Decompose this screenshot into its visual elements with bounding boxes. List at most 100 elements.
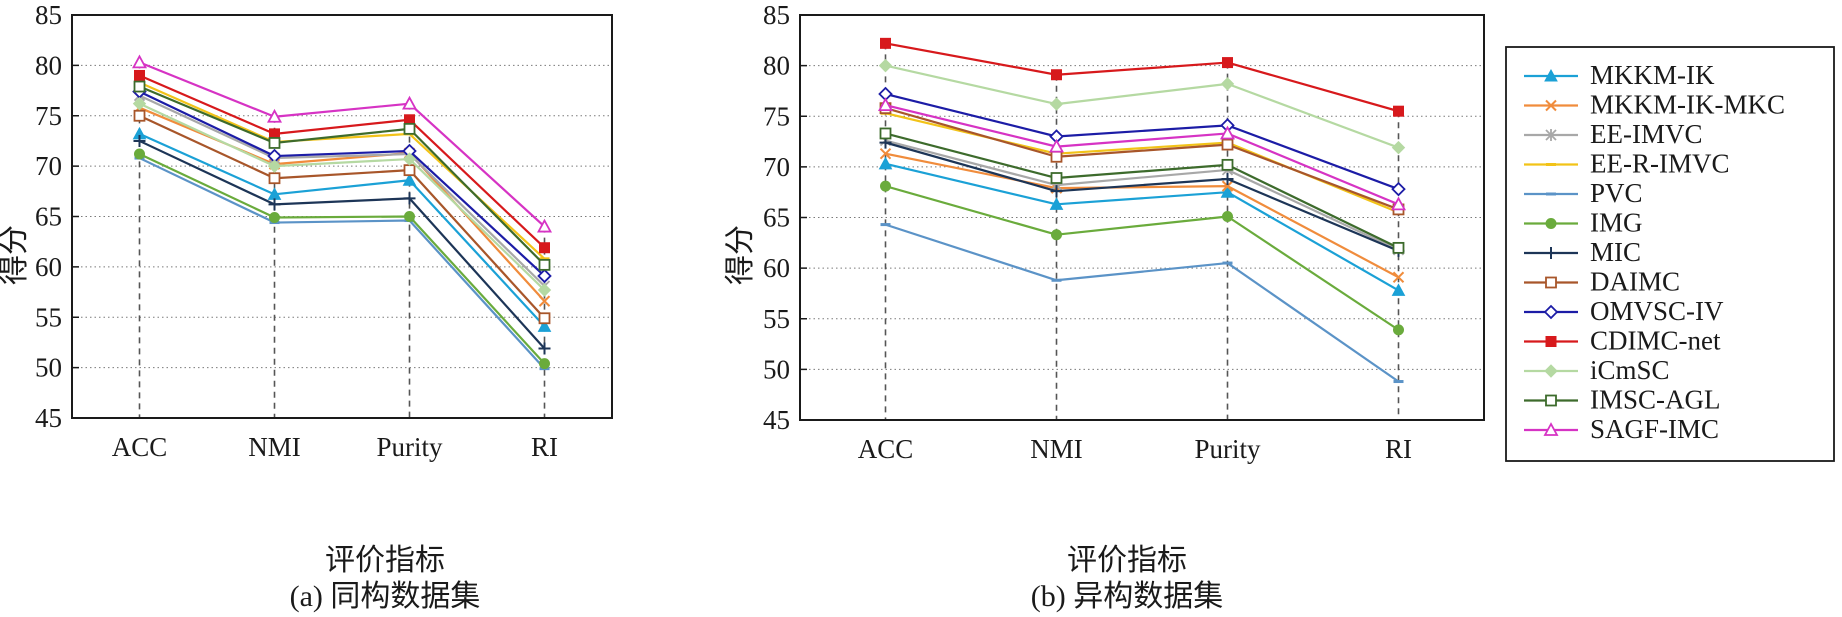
panel-a-ytick-label: 60: [35, 252, 62, 282]
legend-item-imsc-agl: IMSC-AGL: [1524, 385, 1721, 415]
legend-swatch-marker: [1543, 422, 1559, 436]
legend-label: EE-IMVC: [1590, 119, 1702, 149]
panel-a-point-imsc-agl-nmi: [268, 137, 281, 149]
legend-swatch-marker: [1545, 247, 1557, 259]
panel-a-point-ee-r-imvc-ri: [539, 257, 550, 261]
legend-item-ee-r-imvc: EE-R-IMVC: [1524, 149, 1729, 179]
legend-swatch-marker: [1543, 304, 1559, 320]
panel-a-point-mkkm-ik-mkc-ri: [538, 295, 551, 307]
panel-b-point-cdimc-net-ri: [1393, 105, 1404, 117]
panel-a-ytick-label: 75: [35, 101, 62, 131]
legend-label: EE-R-IMVC: [1590, 149, 1729, 179]
panel-a-ytick-label: 55: [35, 302, 62, 332]
panel-b-point-cdimc-net-acc: [880, 37, 891, 49]
panel-a-point-icmsc-acc: [132, 96, 147, 111]
legend-label: MKKM-IK: [1590, 60, 1715, 90]
legend-label: IMG: [1590, 208, 1643, 238]
legend: MKKM-IKMKKM-IK-MKCEE-IMVCEE-R-IMVCPVCIMG…: [1505, 46, 1835, 462]
panel-a-point-icmsc-nmi: [267, 159, 282, 173]
panel-a-line-mkkm-ik: [139, 132, 546, 328]
panel-b-point-omvsc-iv-ri: [1391, 181, 1406, 197]
panel-a-point-imsc-agl-purity: [403, 122, 416, 135]
panel-b-point-imsc-agl-acc: [879, 127, 892, 140]
panel-b-point-sagf-imc-acc: [877, 97, 894, 112]
panel-b-point-icmsc-ri: [1391, 140, 1406, 155]
panel-b-ytick-label: 45: [763, 405, 790, 435]
panel-a-ylabel: 得分: [0, 225, 31, 285]
panel-a-xtick-label-purity: Purity: [376, 432, 443, 462]
panel-a-point-daimc-nmi: [268, 172, 281, 185]
panel-a-point-imsc-agl-acc: [133, 80, 146, 93]
legend-item-pvc: PVC: [1524, 178, 1643, 208]
panel-b-line-omvsc-iv: [885, 92, 1399, 191]
panel-b-ytick-label: 85: [763, 0, 790, 30]
panel-b-caption: (b) 异构数据集: [1031, 580, 1223, 613]
panel-b-line-daimc: [885, 107, 1399, 211]
panel-b-point-mkkm-ik-mkc-purity: [1221, 180, 1234, 192]
panel-b-xtick-label-acc: ACC: [858, 434, 914, 464]
panel-b-point-pvc-nmi: [1051, 278, 1062, 282]
panel-b-point-pvc-ri: [1393, 380, 1404, 384]
panel-b-point-cdimc-net-purity: [1222, 57, 1233, 69]
legend-label: iCmSC: [1590, 355, 1670, 385]
legend-item-omvsc-iv: OMVSC-IV: [1524, 296, 1724, 326]
panel-b-series-icmsc: [878, 58, 1406, 155]
panel-a-ytick-label: 65: [35, 202, 62, 232]
panel-a-chart: 45 50 55 60 65 70 75 80 85 ACC NMI Purity RI: [35, 0, 613, 462]
panel-b-xtick-label-ri: RI: [1385, 434, 1412, 464]
panel-a-point-sagf-imc-ri: [536, 218, 553, 233]
panel-b-point-imsc-agl-ri: [1392, 241, 1405, 254]
legend-item-mic: MIC: [1524, 237, 1641, 267]
panel-b-line-mic: [885, 141, 1399, 252]
legend-label: OMVSC-IV: [1590, 296, 1724, 326]
panel-b-xtick-label-nmi: NMI: [1030, 434, 1083, 464]
panel-a-point-img-ri: [539, 358, 550, 370]
legend-swatch-marker: [1544, 68, 1558, 82]
legend-swatch-marker: [1545, 99, 1557, 112]
panel-a-xtick-label-acc: ACC: [112, 432, 168, 462]
panel-a-line-imsc-agl: [139, 85, 546, 266]
panel-b-point-mkkm-ik-mkc-acc: [879, 148, 892, 160]
legend-label: MIC: [1590, 237, 1641, 267]
panel-a-series-mic: [133, 134, 551, 355]
panel-a-point-mic-ri: [538, 342, 551, 355]
panel-a-point-img-nmi: [269, 212, 280, 224]
panel-b-line-cdimc-net: [885, 42, 1399, 113]
legend-label: PVC: [1590, 178, 1643, 208]
panel-b-series-imsc-agl: [879, 127, 1405, 254]
panel-b-point-sagf-imc-purity: [1219, 125, 1236, 140]
panel-a-point-daimc-purity: [403, 164, 416, 177]
panel-a-point-mic-nmi: [268, 198, 281, 211]
panel-b-point-icmsc-nmi: [1049, 97, 1064, 111]
legend-swatch-marker: [1545, 218, 1557, 229]
panel-b-point-daimc-purity: [1221, 138, 1234, 151]
panel-a-caption: (a) 同构数据集: [290, 580, 481, 613]
legend-item-daimc: DAIMC: [1524, 267, 1680, 297]
panel-a-point-omvsc-iv-ri: [537, 268, 552, 284]
panel-a-line-pvc: [139, 157, 546, 370]
panel-a-series-icmsc: [132, 96, 552, 297]
panel-a-point-img-purity: [404, 211, 415, 222]
panel-b-point-imsc-agl-nmi: [1050, 172, 1063, 184]
panel-a-line-ee-imvc: [139, 94, 546, 287]
legend-swatch-marker: [1546, 192, 1556, 196]
panel-b-point-pvc-acc: [880, 223, 891, 227]
panel-b-point-img-purity: [1222, 210, 1233, 222]
panel-a-line-icmsc: [139, 102, 546, 291]
panel-a-ytick-label: 80: [35, 50, 62, 80]
panel-a-ytick-label: 50: [35, 353, 62, 383]
legend-label: SAGF-IMC: [1590, 414, 1719, 444]
legend-swatch-marker: [1545, 336, 1557, 347]
panel-a-xlabel: 评价指标: [325, 544, 445, 577]
panel-b-point-img-nmi: [1051, 229, 1062, 241]
panel-a-line-cdimc-net: [139, 74, 546, 249]
panel-b-point-imsc-agl-purity: [1221, 158, 1234, 171]
panel-b-point-mkkm-ik-mkc-ri: [1392, 271, 1405, 283]
panel-b-ytick-label: 65: [763, 203, 790, 233]
panel-a-point-daimc-ri: [538, 312, 551, 325]
panel-a-point-imsc-agl-ri: [538, 258, 551, 271]
panel-a-ytick-label: 70: [35, 151, 62, 181]
panel-a-point-sagf-imc-purity: [401, 95, 418, 110]
panel-a-series-img: [134, 148, 550, 370]
panel-b-series-cdimc-net: [880, 37, 1404, 117]
